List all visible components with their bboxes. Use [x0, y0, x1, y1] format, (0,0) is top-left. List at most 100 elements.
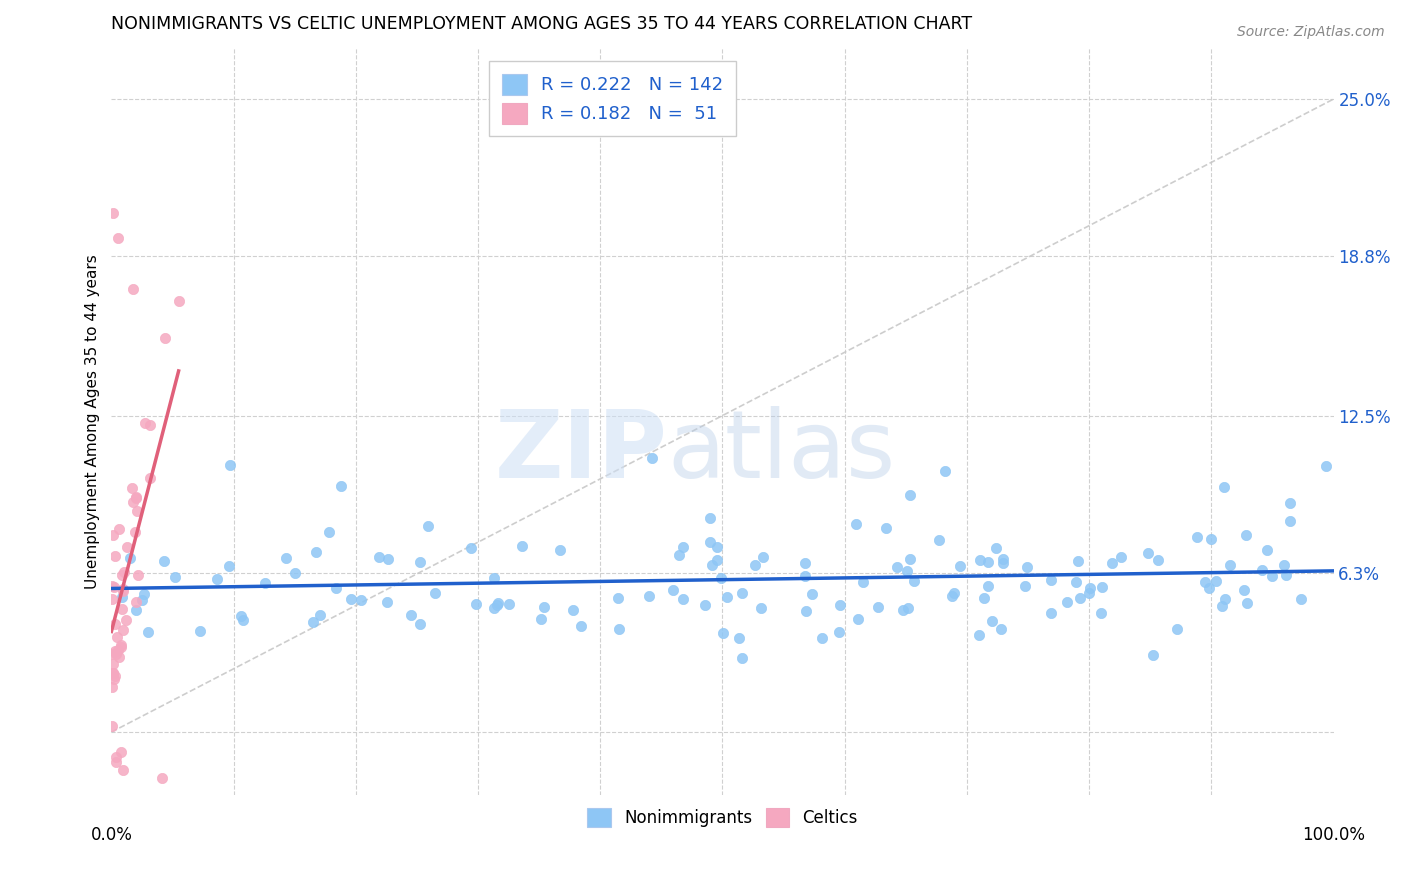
Point	[103, 673, 125, 687]
Point	[309, 608, 332, 623]
Point	[845, 516, 868, 531]
Point	[794, 556, 817, 570]
Point	[409, 555, 432, 569]
Point	[416, 519, 439, 533]
Text: 100.0%: 100.0%	[1302, 826, 1365, 844]
Point	[699, 535, 721, 549]
Point	[928, 533, 950, 547]
Point	[1261, 569, 1284, 583]
Point	[752, 549, 775, 564]
Point	[101, 665, 124, 680]
Point	[302, 615, 325, 629]
Point	[1279, 496, 1302, 510]
Point	[934, 464, 956, 478]
Point	[368, 549, 391, 564]
Point	[122, 495, 145, 509]
Point	[967, 628, 990, 642]
Point	[1142, 648, 1164, 662]
Point	[409, 616, 432, 631]
Point	[219, 458, 242, 472]
Point	[101, 657, 124, 672]
Point	[1090, 606, 1112, 620]
Point	[903, 574, 925, 588]
Point	[1201, 533, 1223, 547]
Point	[668, 548, 690, 562]
Point	[107, 231, 129, 245]
Text: atlas: atlas	[668, 406, 896, 498]
Point	[1213, 592, 1236, 607]
Point	[104, 669, 127, 683]
Point	[949, 559, 972, 574]
Point	[134, 417, 156, 431]
Point	[110, 640, 132, 654]
Point	[1236, 596, 1258, 610]
Point	[125, 603, 148, 617]
Point	[702, 558, 724, 572]
Point	[1315, 459, 1337, 474]
Point	[399, 608, 422, 623]
Point	[110, 745, 132, 759]
Point	[115, 613, 138, 627]
Point	[550, 542, 572, 557]
Point	[561, 602, 583, 616]
Point	[482, 571, 505, 585]
Point	[530, 612, 553, 626]
Point	[100, 647, 122, 661]
Point	[1289, 592, 1312, 607]
Point	[993, 551, 1015, 566]
Point	[150, 771, 173, 785]
Point	[254, 576, 277, 591]
Point	[1213, 480, 1236, 494]
Point	[749, 600, 772, 615]
Point	[134, 587, 156, 601]
Point	[662, 582, 685, 597]
Point	[1069, 591, 1091, 606]
Point	[710, 571, 733, 585]
Point	[973, 591, 995, 605]
Text: NONIMMIGRANTS VS CELTIC UNEMPLOYMENT AMONG AGES 35 TO 44 YEARS CORRELATION CHART: NONIMMIGRANTS VS CELTIC UNEMPLOYMENT AMO…	[111, 15, 973, 33]
Point	[1056, 595, 1078, 609]
Point	[898, 488, 921, 502]
Point	[124, 525, 146, 540]
Point	[695, 598, 717, 612]
Point	[727, 631, 749, 645]
Point	[339, 591, 361, 606]
Point	[801, 587, 824, 601]
Point	[104, 549, 127, 563]
Point	[325, 581, 347, 595]
Point	[1234, 528, 1257, 542]
Point	[188, 624, 211, 638]
Point	[460, 541, 482, 555]
Point	[794, 604, 817, 618]
Point	[218, 558, 240, 573]
Point	[969, 553, 991, 567]
Point	[1039, 606, 1062, 620]
Text: 0.0%: 0.0%	[90, 826, 132, 844]
Point	[127, 567, 149, 582]
Point	[485, 598, 508, 612]
Point	[569, 618, 592, 632]
Point	[101, 592, 124, 607]
Point	[205, 573, 228, 587]
Point	[984, 541, 1007, 556]
Point	[744, 558, 766, 573]
Y-axis label: Unemployment Among Ages 35 to 44 years: Unemployment Among Ages 35 to 44 years	[86, 254, 100, 590]
Point	[231, 608, 253, 623]
Point	[111, 568, 134, 582]
Point	[942, 586, 965, 600]
Point	[897, 600, 920, 615]
Point	[274, 550, 297, 565]
Point	[606, 591, 628, 605]
Point	[1077, 586, 1099, 600]
Point	[607, 623, 630, 637]
Point	[350, 593, 373, 607]
Point	[533, 599, 555, 614]
Point	[318, 525, 340, 540]
Point	[976, 579, 998, 593]
Point	[981, 615, 1004, 629]
Point	[1279, 515, 1302, 529]
Point	[486, 596, 509, 610]
Point	[111, 583, 134, 598]
Point	[465, 597, 488, 611]
Point	[498, 597, 520, 611]
